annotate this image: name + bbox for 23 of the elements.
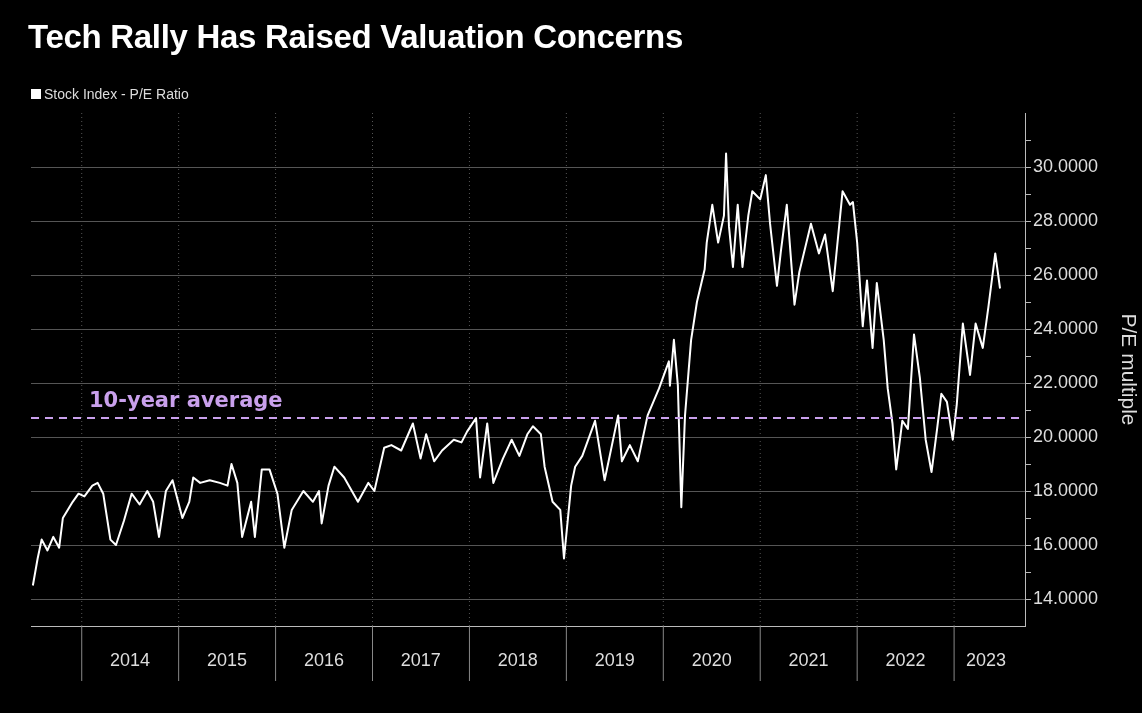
y-tick-label: 22.0000 [1033,371,1099,392]
x-tick-label: 2015 [206,649,248,670]
x-tick-label: 2017 [400,649,441,670]
x-tick-label: 2021 [788,649,829,670]
x-tick-label: 2020 [691,649,732,670]
y-tick-label: 14.0000 [1033,587,1099,608]
x-tick-label: 2019 [594,649,635,670]
x-tick-label: 2016 [304,649,345,670]
y-tick-label: 20.0000 [1033,425,1099,446]
y-axis-title: P/E multiple [1117,313,1141,426]
y-tick-label: 16.0000 [1033,533,1099,554]
x-tick-label: 2023 [965,649,1006,670]
y-tick-label: 24.0000 [1033,317,1099,338]
ref-line-label: 10-year average [89,388,283,413]
y-tick-label: 26.0000 [1033,263,1099,284]
x-tick-label: 2018 [497,649,538,670]
x-tick-label: 2014 [110,649,151,670]
y-tick-label: 18.0000 [1033,479,1099,500]
y-tick-label: 30.0000 [1033,155,1099,176]
legend-label: Stock Index - P/E Ratio [44,86,189,102]
y-tick-label: 28.0000 [1033,209,1099,230]
x-tick-label: 2022 [885,649,926,670]
chart-title: Tech Rally Has Raised Valuation Concerns [28,18,683,56]
